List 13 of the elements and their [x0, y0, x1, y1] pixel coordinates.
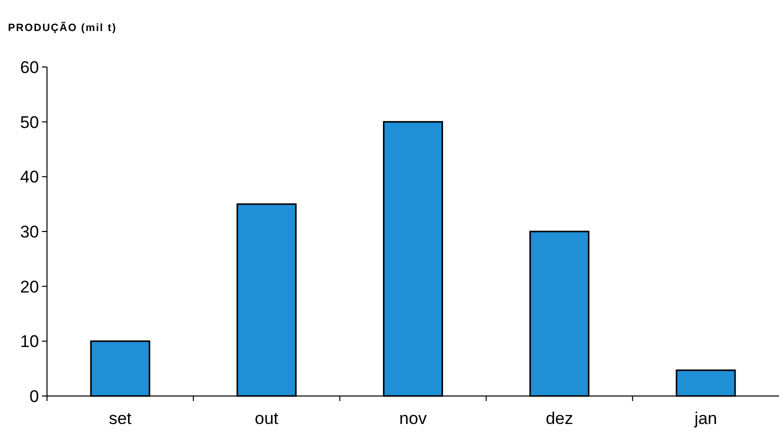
y-tick-label: 30	[20, 222, 39, 242]
x-tick-label: dez	[546, 409, 574, 428]
x-tick-label: set	[108, 409, 132, 428]
y-tick-label: 40	[20, 168, 39, 187]
y-tick-label: 10	[20, 332, 39, 352]
y-tick-label: 60	[20, 58, 39, 77]
x-tick-label: nov	[399, 409, 428, 428]
y-tick-label: 0	[30, 386, 39, 406]
y-tick-label: 50	[20, 112, 39, 132]
y-tick-label: 20	[20, 277, 39, 296]
y-axis-title: PRODUÇÃO (mil t)	[8, 21, 117, 34]
x-tick-label: jan	[693, 409, 718, 428]
x-tick-label: out	[254, 409, 279, 428]
